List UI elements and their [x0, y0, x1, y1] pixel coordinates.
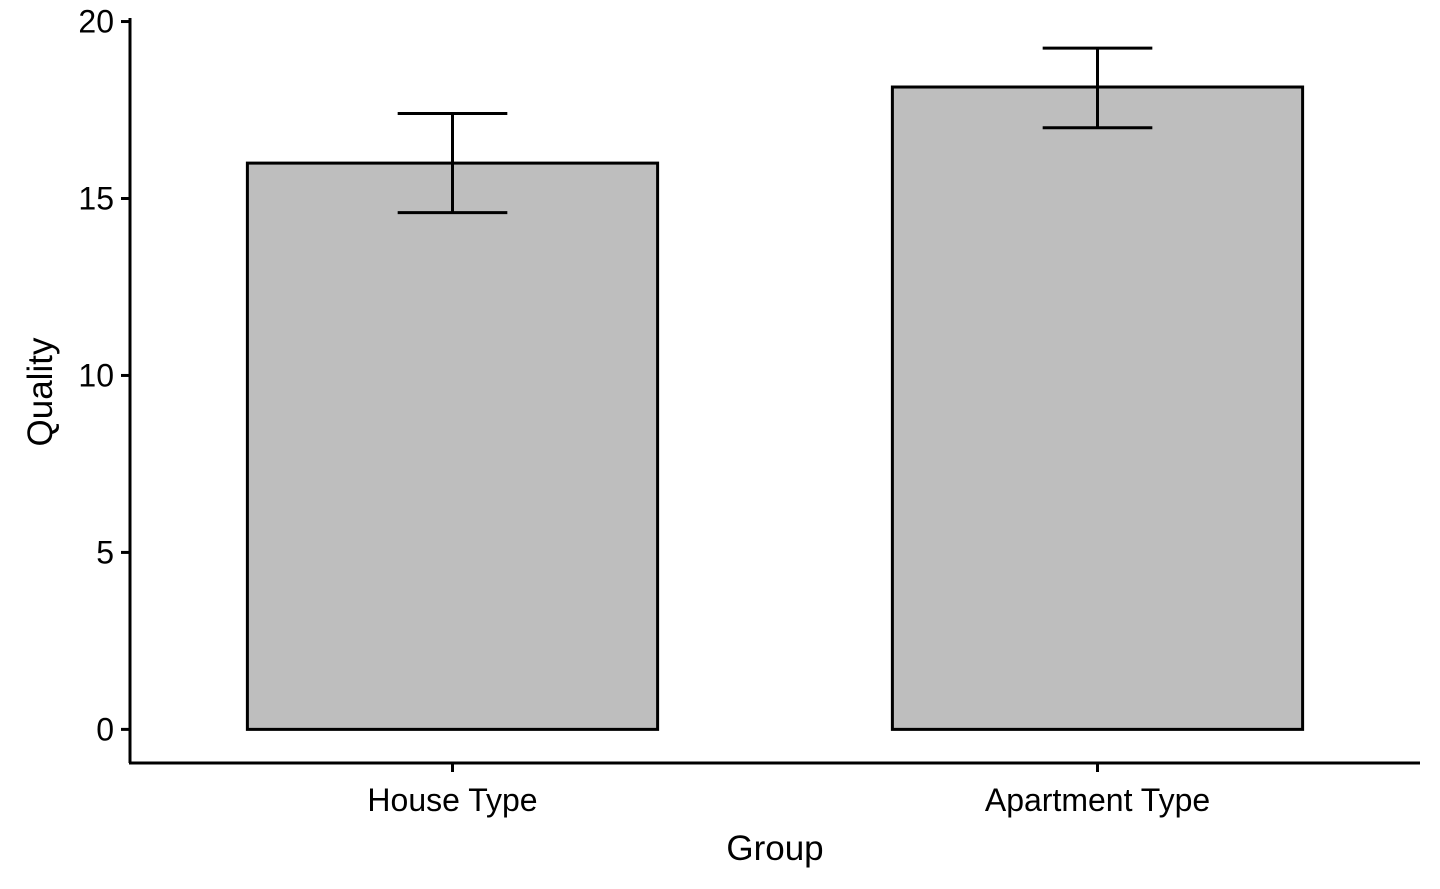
y-tick-label-5: 20 [78, 4, 114, 40]
x-axis-title: Group [726, 829, 823, 868]
bar-1 [245, 161, 660, 731]
y-tick-label-4: 15 [78, 180, 114, 216]
y-tick-label-2: 5 [96, 534, 114, 570]
y-ticks-group: 0 5 10 15 20 [78, 4, 130, 747]
bars-group [245, 85, 1305, 731]
y-tick-label-3: 10 [78, 357, 114, 393]
error-bars-group [397, 46, 1153, 215]
x-tick-label-2: Apartment Type [985, 782, 1210, 818]
axes-group [128, 18, 1420, 765]
bar-2 [890, 85, 1305, 731]
y-axis-title: Quality [21, 337, 60, 446]
x-tick-label-1: House Type [367, 782, 537, 818]
x-ticks-group: House Type Apartment Type [367, 763, 1210, 818]
y-tick-label-1: 0 [96, 711, 114, 747]
